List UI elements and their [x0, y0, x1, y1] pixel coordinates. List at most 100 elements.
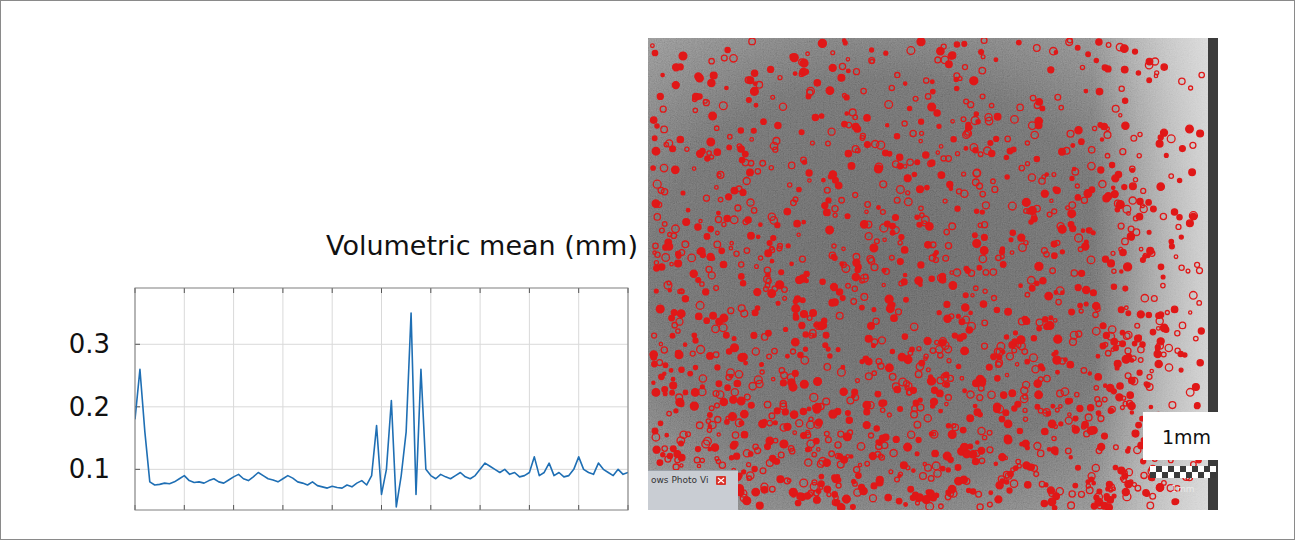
particle — [806, 447, 810, 451]
particle — [860, 305, 865, 310]
particle — [932, 433, 935, 436]
grid-line-x — [282, 288, 283, 510]
particle — [671, 310, 677, 316]
particle — [1024, 209, 1029, 214]
particle — [886, 364, 894, 372]
particle — [1023, 408, 1027, 412]
particle — [1120, 270, 1123, 273]
particle — [742, 470, 746, 474]
particle — [944, 315, 951, 322]
particle — [1127, 392, 1133, 398]
particle — [1171, 306, 1177, 312]
particle — [711, 444, 718, 451]
particle — [1057, 223, 1064, 230]
particle — [675, 351, 683, 359]
particle — [1157, 183, 1164, 190]
particle — [1165, 311, 1169, 315]
particle — [1080, 65, 1084, 69]
particle — [1104, 494, 1109, 499]
scale-bar-cell — [1186, 466, 1192, 472]
particle — [698, 388, 706, 396]
particle — [1066, 39, 1073, 46]
particle — [694, 457, 700, 463]
particle — [1023, 417, 1027, 421]
particle — [829, 451, 835, 457]
particle — [683, 390, 687, 394]
particle — [957, 365, 961, 369]
particle — [1133, 216, 1138, 221]
particle — [1014, 466, 1018, 470]
particle — [1147, 502, 1154, 509]
particle — [677, 136, 683, 142]
particle — [853, 259, 860, 266]
particle — [831, 299, 838, 306]
particle — [670, 333, 675, 338]
particle — [945, 402, 948, 405]
particle — [1085, 414, 1092, 421]
particle — [699, 375, 706, 382]
particle — [1051, 404, 1055, 408]
particle — [843, 495, 851, 503]
particle — [743, 151, 749, 157]
particle — [861, 274, 869, 282]
particle — [1053, 319, 1057, 323]
particle — [672, 82, 679, 89]
particle — [1106, 481, 1112, 487]
particle — [984, 147, 991, 154]
particle — [1112, 186, 1115, 189]
particle — [928, 476, 934, 482]
particle — [651, 44, 655, 48]
particle — [956, 152, 960, 156]
particle — [823, 398, 830, 405]
particle — [730, 216, 738, 224]
particle — [1022, 199, 1030, 207]
particle — [665, 434, 668, 437]
particle — [1017, 40, 1022, 45]
particle — [859, 484, 865, 490]
particle — [1007, 353, 1014, 360]
particle — [988, 502, 993, 507]
page: 0.10.20.3Volumetric mean (mm)1mm1mmows P… — [0, 0, 1295, 540]
particle — [697, 94, 702, 99]
particle — [1161, 64, 1167, 70]
particle — [1179, 235, 1183, 239]
particle — [708, 226, 713, 231]
particle — [1034, 45, 1041, 52]
particle — [1197, 268, 1203, 274]
particle — [1005, 136, 1010, 141]
tick-x-bottom — [381, 505, 382, 510]
particle — [770, 260, 773, 263]
particle — [846, 284, 851, 289]
particle — [926, 503, 934, 511]
particle — [934, 493, 938, 497]
particle — [660, 164, 667, 171]
particle — [1183, 353, 1187, 357]
particle — [852, 286, 857, 291]
particle — [754, 104, 758, 108]
particle — [1052, 173, 1056, 177]
particle — [1095, 397, 1100, 402]
particle — [1092, 464, 1099, 471]
particle — [1012, 348, 1017, 353]
tick-x-top — [184, 288, 185, 293]
particle — [1136, 71, 1140, 75]
particle — [652, 50, 657, 55]
particle — [999, 416, 1004, 421]
particle — [1190, 213, 1196, 219]
particle — [651, 166, 655, 170]
particle — [943, 199, 947, 203]
particle — [895, 73, 900, 78]
particle — [1124, 263, 1132, 271]
particle — [788, 183, 792, 187]
particle — [1105, 193, 1112, 200]
particle — [790, 262, 793, 265]
particle — [1169, 239, 1173, 243]
particle — [802, 221, 805, 224]
particle — [683, 343, 686, 346]
particle — [1050, 268, 1056, 274]
particle — [980, 210, 984, 214]
particle — [836, 312, 843, 319]
particle — [814, 378, 822, 386]
particle — [797, 187, 801, 191]
particle — [797, 493, 803, 499]
